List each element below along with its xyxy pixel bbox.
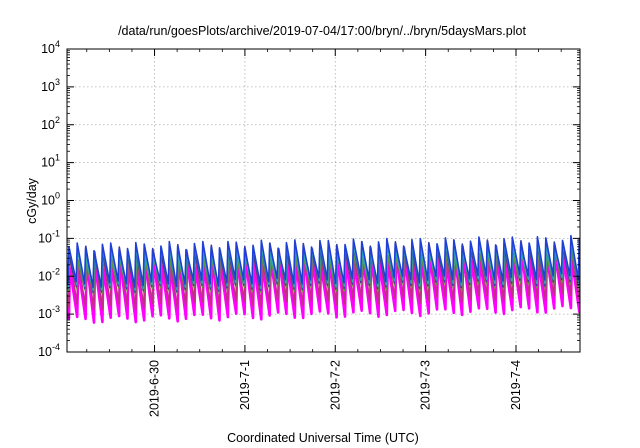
x-axis-label: Coordinated Universal Time (UTC) — [227, 431, 419, 445]
x-tick-label: 2019-7-2 — [328, 360, 342, 410]
y-tick-label: 10-1 — [38, 228, 60, 245]
y-tick-label: 10-2 — [38, 266, 60, 283]
x-tick-label: 2019-7-4 — [509, 360, 523, 410]
y-axis: 104 103 102 101 100 10-1 10-2 10-3 10-4 — [38, 39, 580, 359]
y-tick-label: 100 — [41, 191, 60, 208]
y-tick-label: 101 — [41, 153, 60, 170]
y-tick-label: 102 — [41, 115, 60, 132]
y-axis-label: cGy/day — [25, 177, 39, 224]
x-tick-label: 2019-7-1 — [238, 360, 252, 410]
y-tick-label: 104 — [41, 39, 60, 56]
chart-title: /data/run/goesPlots/archive/2019-07-04/1… — [118, 24, 526, 38]
y-tick-label: 10-3 — [38, 304, 60, 321]
y-tick-label: 103 — [41, 77, 60, 94]
y-tick-label: 10-4 — [38, 342, 60, 359]
x-tick-label: 2019-6-30 — [148, 360, 162, 417]
x-axis: 2019-6-30 2019-7-1 2019-7-2 2019-7-3 2019-7-… — [86, 49, 562, 417]
series-line — [67, 234, 580, 289]
series-group — [67, 234, 580, 324]
x-tick-label: 2019-7-3 — [419, 360, 433, 410]
